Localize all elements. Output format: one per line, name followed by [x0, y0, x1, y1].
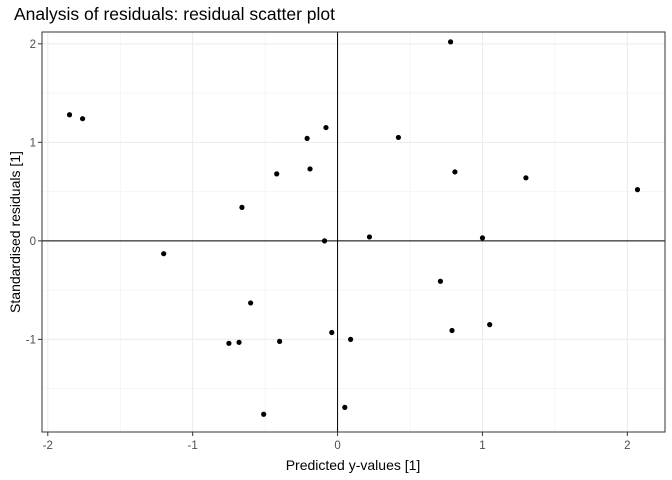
data-points	[66, 39, 641, 417]
data-point	[304, 135, 310, 142]
reference-lines	[42, 32, 665, 432]
plot-border	[41, 31, 666, 433]
chart-title: Analysis of residuals: residual scatter …	[14, 4, 335, 24]
data-point	[321, 238, 328, 244]
x-tick-label: 2	[624, 440, 630, 452]
data-point	[487, 322, 493, 328]
data-point	[236, 339, 242, 345]
data-point	[523, 175, 529, 181]
data-point	[366, 234, 373, 240]
data-point	[449, 327, 455, 334]
data-point	[479, 235, 486, 241]
data-point	[447, 39, 454, 45]
y-tick-label: 2	[30, 39, 36, 51]
y-tick-label: 1	[30, 137, 36, 149]
data-point	[161, 251, 167, 257]
x-tick-label: -2	[43, 440, 53, 452]
y-axis-ticks: -1 0 1 2	[26, 39, 42, 346]
data-point	[452, 169, 458, 175]
x-tick-label: 0	[334, 440, 340, 452]
y-tick-label: 0	[30, 236, 36, 248]
data-point	[277, 338, 283, 344]
data-point	[66, 112, 73, 118]
y-tick-label: -1	[26, 334, 36, 346]
data-point	[79, 116, 86, 122]
data-point	[348, 336, 354, 342]
data-point	[323, 124, 329, 131]
data-point	[342, 404, 348, 410]
data-point	[226, 340, 232, 346]
data-point	[248, 300, 254, 306]
x-tick-label: -1	[188, 440, 198, 452]
x-tick-label: 1	[479, 440, 485, 452]
y-axis-title: Standardised residuals [1]	[7, 151, 23, 313]
data-point	[395, 134, 402, 141]
data-point	[437, 278, 444, 284]
data-point	[261, 411, 267, 417]
data-point	[329, 329, 335, 336]
data-point	[239, 204, 245, 210]
plot-panel	[42, 32, 665, 432]
data-point	[634, 187, 641, 193]
data-point	[307, 166, 313, 172]
x-axis-ticks: -2 -1 0 1 2	[43, 432, 631, 452]
data-point	[274, 171, 280, 177]
x-axis-title: Predicted y-values [1]	[286, 457, 421, 473]
